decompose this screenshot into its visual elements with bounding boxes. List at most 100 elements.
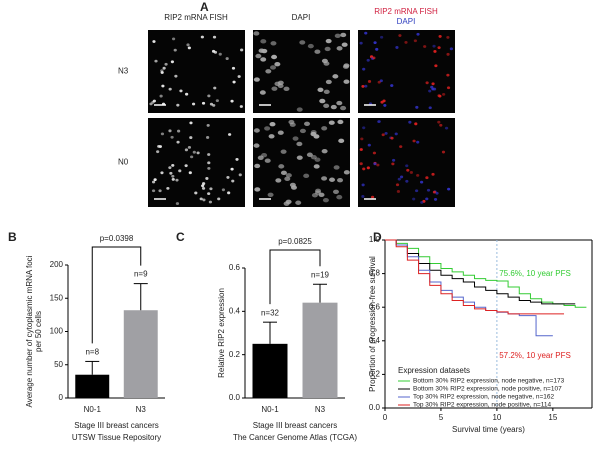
cell bbox=[372, 56, 376, 60]
cell bbox=[160, 171, 164, 175]
cell bbox=[299, 40, 306, 45]
cell bbox=[323, 89, 330, 95]
cell bbox=[416, 32, 420, 36]
cell bbox=[168, 87, 172, 91]
n-label: n=19 bbox=[311, 270, 330, 279]
cell bbox=[153, 178, 157, 182]
cell bbox=[253, 77, 260, 82]
cell bbox=[237, 75, 241, 78]
y-tick-label: 0.2 bbox=[229, 350, 241, 359]
cell bbox=[218, 52, 222, 56]
cell bbox=[270, 65, 277, 70]
cell bbox=[201, 184, 205, 188]
y-tick-label: 150 bbox=[50, 293, 64, 302]
cell bbox=[426, 188, 431, 192]
cell bbox=[380, 35, 384, 39]
cell bbox=[328, 120, 335, 125]
cell bbox=[257, 155, 264, 160]
cell bbox=[396, 190, 401, 193]
cell bbox=[390, 84, 394, 87]
cell bbox=[207, 94, 211, 98]
cell bbox=[175, 178, 179, 182]
cell bbox=[425, 197, 429, 201]
cell bbox=[289, 122, 296, 127]
cell bbox=[174, 74, 178, 78]
cell bbox=[337, 119, 344, 125]
x-axis-label: Stage III breast cancers bbox=[74, 421, 159, 430]
cell bbox=[425, 176, 429, 180]
cell bbox=[406, 168, 410, 172]
cell bbox=[319, 98, 326, 104]
row-label: N0 bbox=[118, 158, 129, 167]
cell bbox=[321, 148, 328, 154]
cell bbox=[187, 145, 192, 149]
cell bbox=[200, 35, 204, 39]
cell bbox=[333, 165, 340, 170]
cell bbox=[296, 107, 303, 112]
cell bbox=[164, 62, 168, 66]
legend-title: Expression datasets bbox=[398, 366, 470, 375]
cell bbox=[231, 66, 236, 70]
cell bbox=[409, 171, 413, 174]
bar bbox=[302, 302, 338, 398]
cell bbox=[230, 167, 234, 171]
cell bbox=[192, 150, 196, 154]
cell bbox=[275, 178, 282, 183]
cell bbox=[260, 57, 267, 62]
cell bbox=[159, 94, 163, 98]
cell bbox=[336, 194, 343, 200]
cell bbox=[253, 128, 260, 133]
cell bbox=[285, 173, 292, 178]
cell bbox=[205, 177, 209, 180]
cell bbox=[277, 83, 284, 89]
cell bbox=[171, 177, 175, 181]
cell bbox=[166, 186, 170, 190]
cell bbox=[232, 80, 236, 84]
y-axis-label: Relative RIP2 expression bbox=[217, 288, 226, 378]
cell bbox=[255, 53, 262, 59]
cell bbox=[157, 145, 161, 148]
x-tick-label: 5 bbox=[439, 413, 444, 422]
cell bbox=[303, 173, 310, 179]
cell bbox=[415, 105, 419, 109]
cell bbox=[170, 60, 174, 64]
x-axis-label: The Cancer Genome Atlas (TCGA) bbox=[233, 433, 357, 442]
cell bbox=[261, 48, 268, 54]
cell bbox=[423, 45, 427, 48]
legend-entry: Top 30% RIP2 expression, node positive, … bbox=[413, 402, 551, 409]
y-tick-label: 0.4 bbox=[369, 336, 381, 345]
panel-label: A bbox=[200, 0, 209, 14]
y-tick-label: 0.6 bbox=[369, 302, 381, 311]
y-tick-label: 200 bbox=[50, 260, 64, 269]
cell bbox=[238, 173, 242, 177]
cell bbox=[317, 87, 324, 93]
cell bbox=[434, 64, 438, 68]
cell bbox=[432, 44, 436, 48]
y-tick-label: 100 bbox=[50, 327, 64, 336]
cell bbox=[206, 136, 210, 139]
cell bbox=[306, 152, 313, 157]
cell bbox=[160, 132, 165, 136]
cell bbox=[446, 35, 450, 39]
cell bbox=[206, 123, 210, 127]
cell bbox=[362, 167, 366, 171]
cell bbox=[362, 126, 366, 130]
n-label: n=32 bbox=[261, 308, 280, 317]
row-label: N3 bbox=[118, 67, 129, 76]
cell bbox=[264, 126, 271, 131]
column-label: DAPI bbox=[292, 13, 311, 22]
cell bbox=[235, 157, 239, 161]
cell bbox=[280, 149, 287, 154]
p-bracket bbox=[269, 249, 321, 305]
cell bbox=[186, 43, 190, 47]
cell bbox=[438, 35, 442, 38]
column-label: RIP2 mRNA FISH bbox=[164, 13, 228, 22]
cell bbox=[416, 174, 420, 177]
cell bbox=[176, 140, 180, 144]
cell bbox=[446, 86, 451, 90]
cell bbox=[196, 151, 200, 155]
cell bbox=[152, 99, 156, 103]
cell bbox=[189, 121, 193, 125]
x-axis-label: UTSW Tissue Repository bbox=[72, 433, 161, 442]
cell bbox=[361, 195, 365, 198]
